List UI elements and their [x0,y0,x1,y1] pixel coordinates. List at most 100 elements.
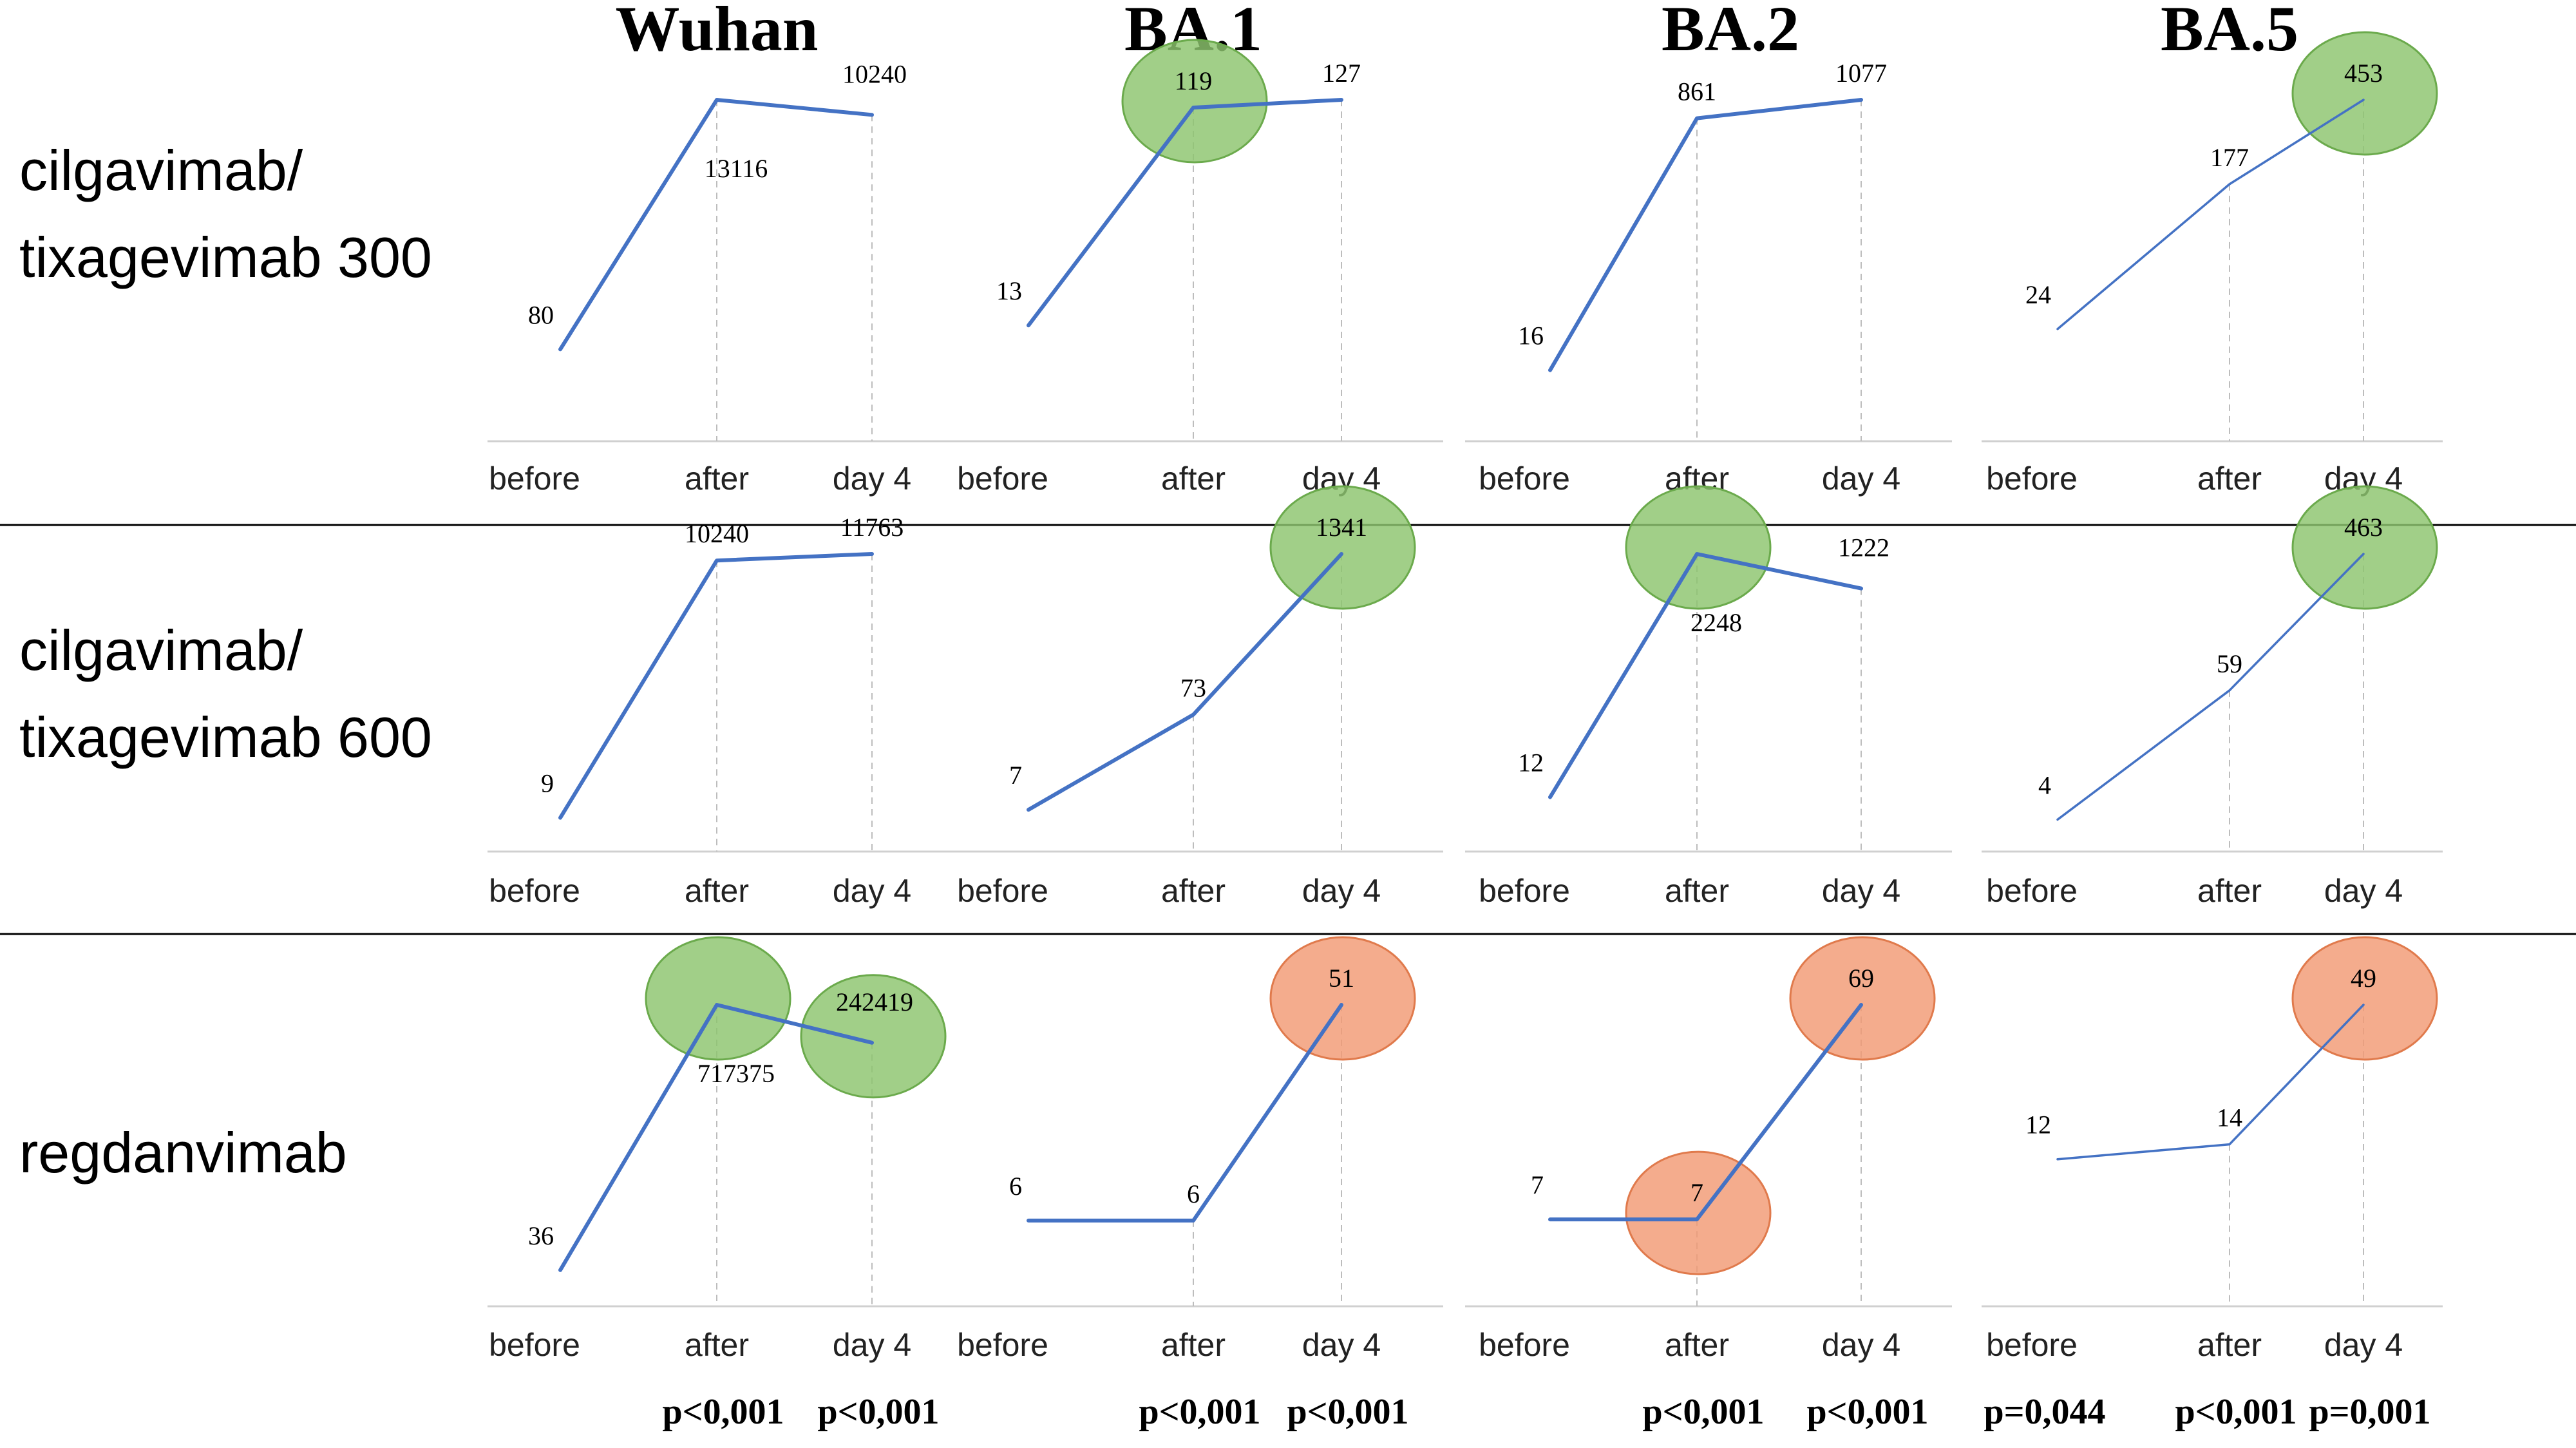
tick-label-after: after [1665,1327,1729,1363]
data-label: 12 [2025,1110,2051,1139]
variant-titles: Wuhan BA.1 BA.2 BA.5 [615,0,2298,64]
row-label: cilgavimab/ [19,618,303,682]
data-label: 242419 [836,987,913,1016]
tick-label-day-4: day 4 [1822,1327,1900,1363]
highlight-circle-green [800,974,947,1099]
data-label: 9 [541,769,554,798]
highlight-circle-green [1269,485,1416,610]
tick-label-after: after [1161,461,1226,497]
data-label: 13 [996,276,1022,305]
panel-wuhan-row-2: 9 10240 11763 before after day 4 [488,513,964,909]
row-label: tixagevimab 600 [19,705,432,769]
tick-label-after: after [2197,461,2262,497]
series-line [558,552,874,820]
highlight-circle-green [2291,31,2438,156]
series-line [1027,1003,1343,1223]
series-line [1548,1003,1863,1222]
variant-title-wuhan: Wuhan [615,0,818,64]
data-label: 127 [1322,59,1361,88]
row-label: cilgavimab/ [19,138,303,202]
tick-label-day-4: day 4 [2324,1327,2403,1363]
data-label: 6 [1187,1179,1200,1208]
tick-label-day-4: day 4 [1822,461,1900,497]
series-line [2056,1004,2365,1161]
data-label: 10240 [842,59,907,88]
highlight-circle-orange [1625,1150,1772,1275]
data-label: 6 [1009,1172,1022,1201]
tick-label-before: before [489,461,580,497]
tick-label-day-4: day 4 [833,873,911,909]
panel-wuhan-row-3: 36 717375 242419 before after day 4 [488,936,964,1363]
tick-label-day-4: day 4 [833,1327,911,1363]
tick-label-day-4: day 4 [1302,873,1381,909]
tick-label-day-4: day 4 [2324,873,2403,909]
series-line [558,98,874,352]
tick-label-before: before [489,1327,580,1363]
panel-ba-5-row-3: 12 14 49 before after day 4 [1982,936,2443,1363]
data-label: 453 [2344,59,2383,88]
tick-label-before: before [1986,1327,2078,1363]
tick-label-before: before [1479,1327,1570,1363]
data-label: 12 [1518,748,1544,777]
data-label: 1077 [1835,59,1887,88]
data-label: 80 [528,300,554,329]
p-value-day4: p<0,001 [1287,1392,1408,1432]
series-line [558,1003,874,1272]
row-labels: cilgavimab/tixagevimab 300 cilgavimab/tix… [19,138,432,1185]
variant-title-ba-5: BA.5 [2161,0,2298,64]
data-label: 2248 [1690,608,1742,637]
series-line [2056,553,2365,821]
tick-label-after: after [1665,873,1729,909]
panel-ba-2-row-2: 12 2248 1222 before after day 4 [1465,485,1952,909]
data-label: 14 [2217,1103,2242,1132]
data-label: 73 [1180,674,1206,703]
tick-label-after: after [685,1327,749,1363]
tick-label-after: after [685,873,749,909]
highlight-circle-orange [2291,936,2438,1061]
p-value-after: p<0,001 [662,1392,784,1432]
data-label: 16 [1518,321,1544,350]
data-label: 1341 [1316,513,1367,542]
p-value-after: p<0,001 [1139,1392,1260,1432]
highlight-circle-green [1121,39,1268,164]
data-label: 13116 [705,154,768,183]
tick-label-before: before [1479,873,1570,909]
p-value-after: p<0,001 [1642,1392,1764,1432]
tick-label-before: before [1986,873,2078,909]
tick-label-day-4: day 4 [833,461,911,497]
data-label: 7 [1531,1170,1544,1199]
tick-label-day-4: day 4 [1822,873,1900,909]
data-label: 24 [2025,280,2051,309]
tick-label-after: after [1161,873,1226,909]
data-label: 717375 [697,1059,775,1088]
data-label: 51 [1329,964,1354,993]
row-label: regdanvimab [19,1121,347,1185]
series-line [1027,552,1343,812]
tick-label-before: before [957,873,1048,909]
tick-label-before: before [489,873,580,909]
p-value-after: p<0,001 [2175,1392,2297,1432]
tick-label-after: after [1161,1327,1226,1363]
data-label: 49 [2351,964,2376,993]
panel-wuhan-row-1: 80 13116 10240 before after day 4 [488,59,964,497]
row-label: tixagevimab 300 [19,225,432,289]
tick-label-after: after [685,461,749,497]
data-label: 119 [1175,66,1213,95]
data-label: 10240 [685,519,749,548]
data-label: 1222 [1838,533,1889,562]
p-value-day4: p<0,001 [817,1392,939,1432]
p-value-day4: p=0,001 [2309,1392,2430,1432]
panel-ba-1-row-2: 7 73 1341 before after day 4 [955,485,1443,909]
tick-label-after: after [2197,873,2262,909]
data-label: 11763 [840,513,904,542]
data-label: 7 [1690,1178,1703,1207]
tick-label-day-4: day 4 [1302,1327,1381,1363]
highlight-circle-orange [1789,936,1936,1061]
data-label: 69 [1848,964,1874,993]
data-label: 4 [2038,770,2051,799]
panel-ba-5-row-2: 4 59 463 before after day 4 [1982,485,2443,909]
highlight-circle-green [2291,485,2438,610]
variant-title-ba-2: BA.2 [1662,0,1799,64]
